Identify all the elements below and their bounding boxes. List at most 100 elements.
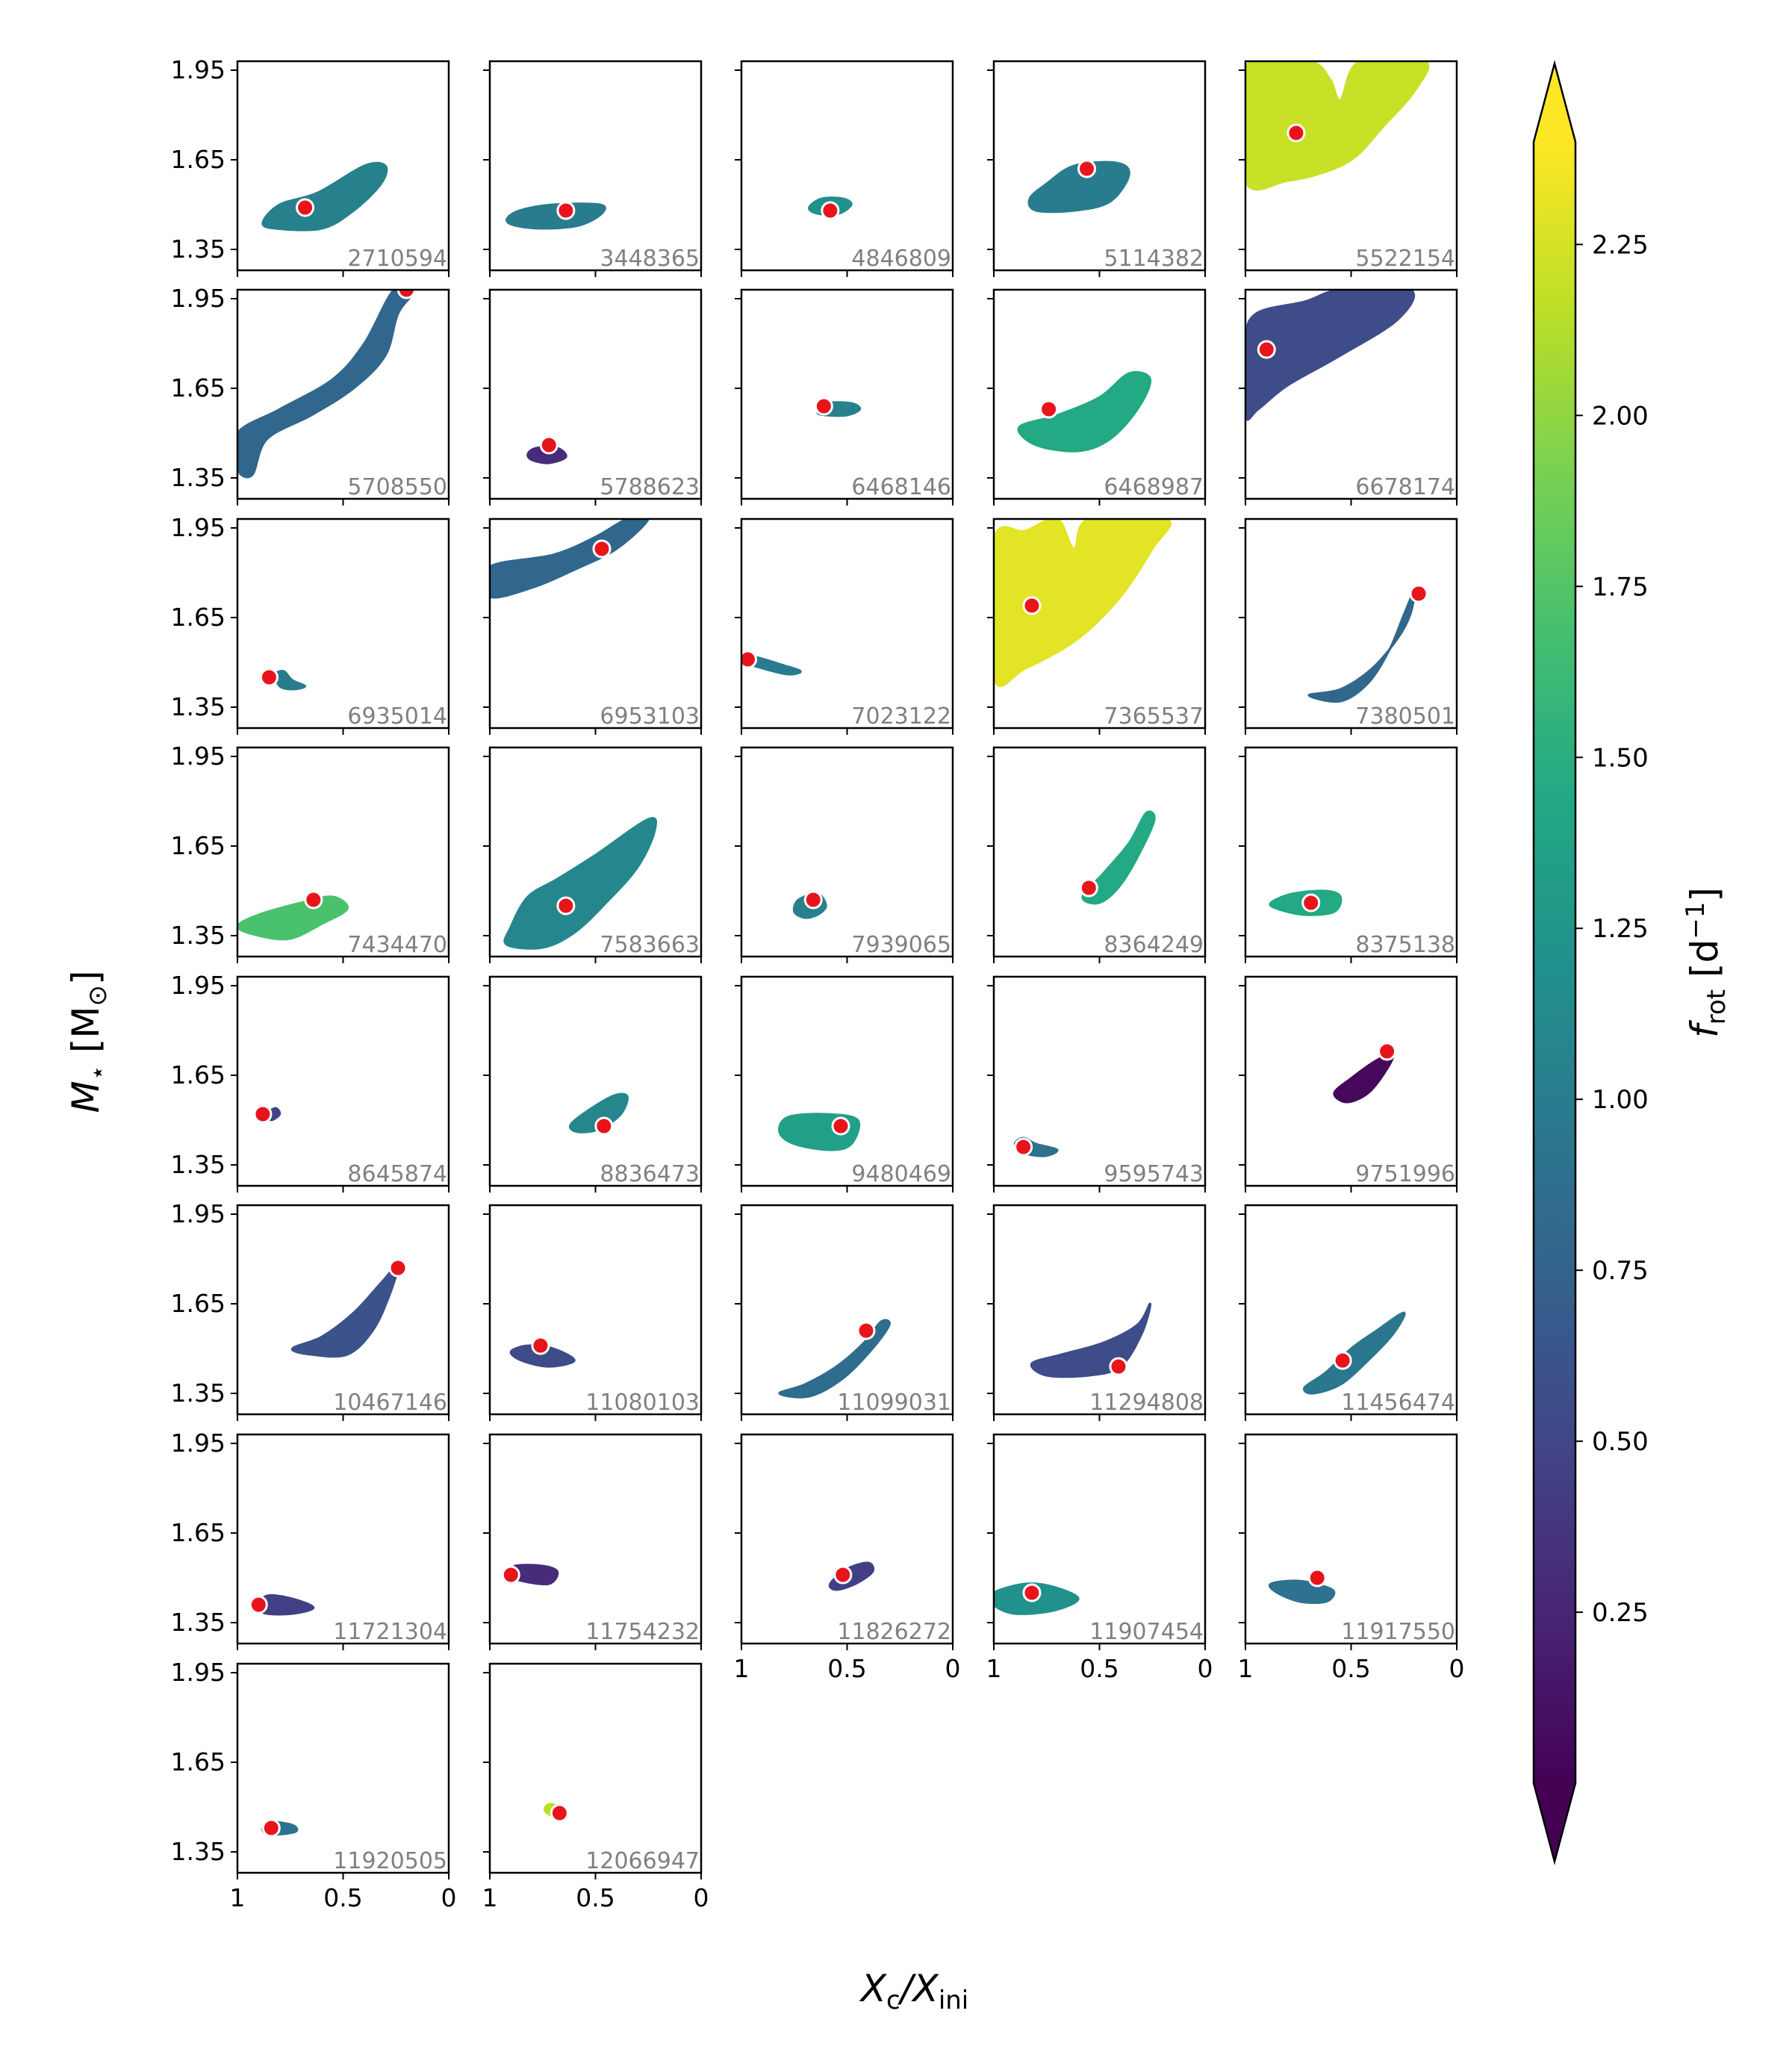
best-fit-marker bbox=[550, 1803, 569, 1823]
x-tick-label: 0.5 bbox=[1331, 1654, 1370, 1683]
panel-12066947: 1 0.5 0 12066947 bbox=[482, 1662, 709, 1912]
colorbar-label: frot [d−1] bbox=[1681, 887, 1732, 1038]
colorbar-tick-label: 0.25 bbox=[1592, 1598, 1649, 1628]
panel-frame bbox=[740, 975, 954, 1187]
panel-7583663: 7583663 bbox=[483, 746, 703, 963]
panel-frame bbox=[740, 60, 954, 272]
panel-frame bbox=[488, 288, 703, 500]
star-id-label: 8364249 bbox=[1104, 932, 1204, 958]
x-tick-label: 0 bbox=[1198, 1654, 1213, 1683]
best-fit-marker bbox=[833, 1565, 853, 1585]
posterior-region bbox=[1268, 1579, 1336, 1604]
panel-11917550: 1 0.5 0 11917550 bbox=[1238, 1433, 1465, 1683]
star-id-label: 7939065 bbox=[851, 932, 951, 958]
y-tick-label: 1.95 bbox=[171, 741, 225, 771]
star-id-label: 4846809 bbox=[851, 246, 951, 272]
y-tick-label: 1.65 bbox=[171, 831, 225, 860]
posterior-region bbox=[1081, 810, 1156, 905]
posterior-region bbox=[237, 895, 349, 941]
panel-3448365: 3448365 bbox=[483, 60, 703, 277]
posterior-region bbox=[1030, 1302, 1151, 1378]
panel-5522154: 5522154 bbox=[1239, 60, 1458, 277]
y-tick-label: 1.35 bbox=[171, 234, 225, 264]
posterior-region bbox=[261, 161, 388, 231]
x-tick-label: 1 bbox=[1238, 1654, 1254, 1683]
y-tick-label: 1.95 bbox=[171, 1199, 225, 1228]
best-fit-marker bbox=[594, 1116, 614, 1136]
best-fit-marker bbox=[1307, 1568, 1327, 1588]
best-fit-marker bbox=[592, 539, 612, 559]
panel-8645874: 1.35 1.65 1.95 8645874 bbox=[171, 971, 450, 1193]
best-fit-marker bbox=[814, 397, 833, 416]
colorbar-label-exp: −1 bbox=[1681, 902, 1711, 939]
posterior-region bbox=[994, 519, 1172, 688]
y-tick-label: 1.35 bbox=[171, 463, 225, 492]
star-id-label: 8645874 bbox=[347, 1161, 447, 1187]
panel-9751996: 9751996 bbox=[1239, 975, 1458, 1193]
y-tick-label: 1.65 bbox=[171, 145, 225, 174]
posterior-region bbox=[291, 1263, 399, 1358]
star-id-label: 5708550 bbox=[347, 474, 447, 500]
star-id-label: 6678174 bbox=[1355, 474, 1455, 500]
star-id-label: 2710594 bbox=[347, 246, 447, 272]
star-id-label: 11754232 bbox=[585, 1619, 700, 1645]
panel-frame bbox=[992, 746, 1207, 958]
posterior-region bbox=[1245, 290, 1416, 421]
best-fit-marker bbox=[803, 890, 823, 910]
posterior-region bbox=[568, 1092, 629, 1134]
colorbar-label-close: ] bbox=[1683, 887, 1726, 902]
star-id-label: 11080103 bbox=[585, 1390, 700, 1416]
panel-11826272: 1 0.5 0 11826272 bbox=[734, 1433, 961, 1683]
x-tick-label: 1 bbox=[230, 1883, 246, 1912]
panel-6935014: 1.35 1.65 1.95 6935014 bbox=[171, 513, 450, 735]
y-tick-label: 1.65 bbox=[171, 1518, 225, 1547]
colorbar-gradient bbox=[1534, 142, 1575, 1783]
x-tick-label: 1 bbox=[734, 1654, 750, 1683]
best-fit-marker bbox=[556, 201, 576, 220]
posterior-region bbox=[1303, 1311, 1406, 1395]
best-fit-marker bbox=[1301, 893, 1321, 912]
posterior-region bbox=[509, 1564, 559, 1585]
posterior-region bbox=[505, 202, 606, 230]
y-tick-label: 1.65 bbox=[171, 373, 225, 402]
y-tick-label: 1.35 bbox=[171, 1150, 225, 1179]
panel-frame bbox=[740, 288, 954, 500]
star-id-label: 7023122 bbox=[851, 703, 951, 730]
colorbar-tick-label: 1.50 bbox=[1592, 743, 1649, 773]
star-id-label: 5114382 bbox=[1104, 246, 1204, 272]
panel-frame bbox=[740, 1204, 954, 1416]
best-fit-marker bbox=[1378, 1042, 1397, 1061]
colorbar-tick-label: 1.25 bbox=[1592, 914, 1649, 944]
colorbar-label-sub: rot bbox=[1702, 989, 1732, 1025]
best-fit-marker bbox=[1022, 1583, 1042, 1602]
best-fit-marker bbox=[1077, 159, 1097, 178]
panel-frame bbox=[488, 1662, 703, 1874]
best-fit-marker bbox=[1287, 123, 1306, 143]
y-tick-label: 1.95 bbox=[171, 513, 225, 542]
star-id-label: 10467146 bbox=[333, 1390, 447, 1416]
x-tick-label: 1 bbox=[482, 1883, 498, 1912]
colorbar-outline bbox=[1532, 60, 1577, 1865]
colorbar-tick-label: 0.50 bbox=[1592, 1427, 1649, 1457]
best-fit-marker bbox=[1257, 340, 1276, 359]
y-axis-label: M⋆ [M⊙] bbox=[64, 970, 113, 1113]
best-fit-marker bbox=[501, 1565, 520, 1585]
star-id-label: 11907454 bbox=[1089, 1619, 1204, 1645]
panel-frame bbox=[236, 1204, 450, 1416]
x-tick-label: 0 bbox=[441, 1883, 457, 1912]
panel-frame bbox=[488, 975, 703, 1187]
x-axis-label: Xc/Xini bbox=[859, 1967, 969, 2015]
y-tick-label: 1.65 bbox=[171, 603, 225, 632]
star-id-label: 11721304 bbox=[333, 1619, 447, 1645]
best-fit-marker bbox=[556, 896, 576, 915]
y-tick-label: 1.65 bbox=[171, 1289, 225, 1318]
panel-6678174: 6678174 bbox=[1239, 288, 1458, 506]
y-tick-label: 1.35 bbox=[171, 692, 225, 721]
panel-frame bbox=[740, 517, 954, 730]
best-fit-marker bbox=[396, 290, 416, 299]
best-fit-marker bbox=[1079, 878, 1098, 898]
best-fit-marker bbox=[856, 1321, 876, 1340]
posterior-region bbox=[509, 1344, 576, 1368]
panel-7939065: 7939065 bbox=[735, 746, 954, 963]
best-fit-marker bbox=[1039, 399, 1059, 419]
